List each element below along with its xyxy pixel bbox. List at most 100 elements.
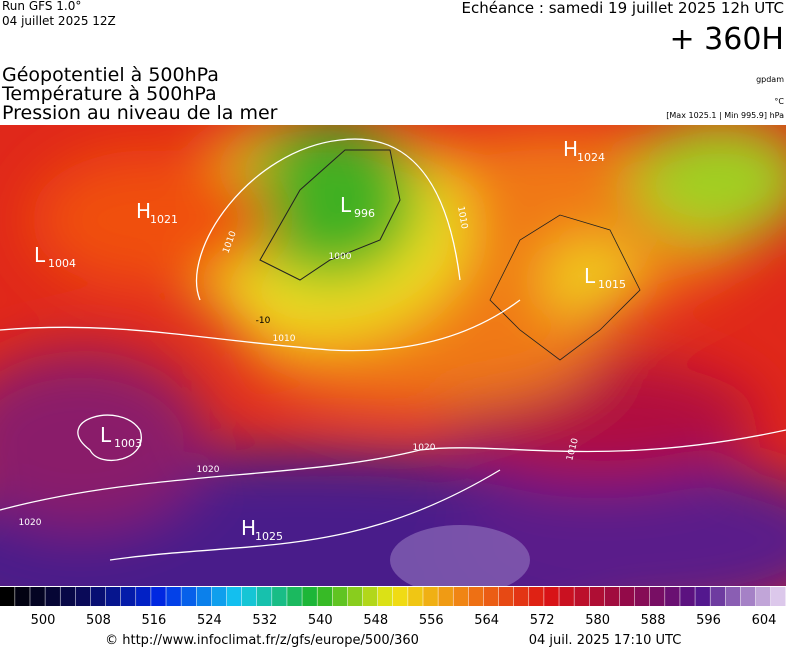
colorbar-swatch <box>710 587 726 606</box>
colorbar-label: 548 <box>363 613 388 628</box>
colorbar-label: 508 <box>86 613 111 628</box>
map <box>0 125 786 586</box>
colorbar-label: 540 <box>308 613 333 628</box>
colorbar-swatch <box>15 587 30 606</box>
colorbar-swatch <box>438 587 453 606</box>
pressure-letter: H <box>241 516 256 540</box>
colorbar-swatch <box>634 587 650 606</box>
title: Pression au niveau de la mer <box>2 102 278 124</box>
timestamp: 04 juil. 2025 17:10 UTC <box>529 633 682 648</box>
colorbar-label: 588 <box>641 613 666 628</box>
valid-time: Echéance : samedi 19 juillet 2025 12h UT… <box>462 0 784 17</box>
colorbar-label: 572 <box>530 613 555 628</box>
colorbar-label: 524 <box>197 613 222 628</box>
colorbar-swatch <box>740 587 756 606</box>
unit: °C <box>774 97 784 106</box>
pressure-value: 1024 <box>577 151 605 164</box>
colorbar-swatch <box>725 587 741 606</box>
colorbar-swatch <box>513 587 529 606</box>
colorbar-swatch <box>45 587 60 606</box>
isotherm-label: -10 <box>256 316 271 326</box>
colorbar-label: 516 <box>142 613 167 628</box>
isobar-label: 1020 <box>19 518 42 528</box>
colorbar-swatch <box>90 587 106 606</box>
colorbar-swatch <box>211 587 227 606</box>
colorbar-swatch <box>226 587 242 606</box>
colorbar-swatch <box>30 587 45 606</box>
colorbar-label: 532 <box>252 613 277 628</box>
isobar-label: 1000 <box>329 252 352 262</box>
colorbar-swatch <box>453 587 469 606</box>
colorbar-swatch <box>347 587 363 606</box>
pressure-value: 1021 <box>150 213 178 226</box>
colorbar-swatch <box>589 587 605 606</box>
colorbar-swatch <box>604 587 620 606</box>
colorbar-swatch <box>166 587 181 606</box>
colorbar-swatch <box>483 587 499 606</box>
colorbar-swatch <box>377 587 393 606</box>
lead-time: + 360H <box>670 22 785 57</box>
colorbar-swatch <box>393 587 408 606</box>
colorbar-swatch <box>559 587 574 606</box>
pressure-letter: H <box>136 199 151 223</box>
colorbar-swatch <box>181 587 196 606</box>
colorbar-label: 500 <box>31 613 56 628</box>
pressure-letter: H <box>563 137 578 161</box>
colorbar-swatch <box>120 587 136 606</box>
title: Géopotentiel à 500hPa <box>2 64 219 86</box>
colorbar-swatch <box>649 587 665 606</box>
colorbar-swatch <box>468 587 484 606</box>
pressure-letter: L <box>34 243 46 267</box>
colorbar-swatch <box>770 587 786 606</box>
pressure-value: 1003 <box>114 437 142 450</box>
colorbar-swatch <box>272 587 287 606</box>
unit: gpdam <box>756 75 784 84</box>
colorbar-swatch <box>755 587 771 606</box>
pressure-value: 1004 <box>48 257 76 270</box>
colorbar-swatch <box>544 587 559 606</box>
pressure-value: 1015 <box>598 278 626 291</box>
colorbar-swatch <box>408 587 423 606</box>
colorbar-swatch <box>196 587 212 606</box>
colorbar-swatch <box>423 587 438 606</box>
colorbar-swatch <box>619 587 635 606</box>
colorbar-swatch <box>302 587 317 606</box>
colorbar-label: 556 <box>419 613 444 628</box>
colorbar-swatch <box>362 587 378 606</box>
source-url: © http://www.infoclimat.fr/z/gfs/europe/… <box>105 633 419 648</box>
isobar-label: 1010 <box>455 206 469 231</box>
run-date: 04 juillet 2025 12Z <box>2 14 116 28</box>
run: Run GFS 1.0° <box>2 0 81 13</box>
colorbar-swatch <box>665 587 680 606</box>
colorbar-swatch <box>0 587 15 606</box>
colorbar-swatch <box>332 587 348 606</box>
colorbar-label: 564 <box>474 613 499 628</box>
pressure-letter: L <box>340 193 352 217</box>
colorbar-swatch <box>317 587 333 606</box>
colorbar-swatch <box>574 587 589 606</box>
colorbar-swatch <box>60 587 76 606</box>
colorbar-swatch <box>256 587 272 606</box>
colorbar-label: 596 <box>696 613 721 628</box>
pressure-value: 996 <box>354 207 375 220</box>
isobar-label: 1020 <box>197 465 220 475</box>
pressure-value: 1025 <box>255 530 283 543</box>
colorbar-label: 580 <box>585 613 610 628</box>
colorbar-swatch <box>287 587 302 606</box>
title: Température à 500hPa <box>1 83 217 105</box>
colorbar-swatch <box>680 587 695 606</box>
pressure-letter: L <box>584 264 596 288</box>
colorbar-label: 604 <box>752 613 777 628</box>
isobar-label: 1010 <box>273 334 296 344</box>
colorbar-swatch <box>529 587 544 606</box>
colorbar-swatch <box>75 587 91 606</box>
colorbar-swatch <box>241 587 257 606</box>
colorbar-swatch <box>498 587 514 606</box>
pressure-range: [Max 1025.1 | Min 995.9] hPa <box>666 111 784 120</box>
colorbar-swatch <box>105 587 121 606</box>
colorbar-swatch <box>151 587 166 606</box>
pressure-letter: L <box>100 423 112 447</box>
isobar-label: 1020 <box>413 443 436 453</box>
colorbar-swatch <box>695 587 710 606</box>
